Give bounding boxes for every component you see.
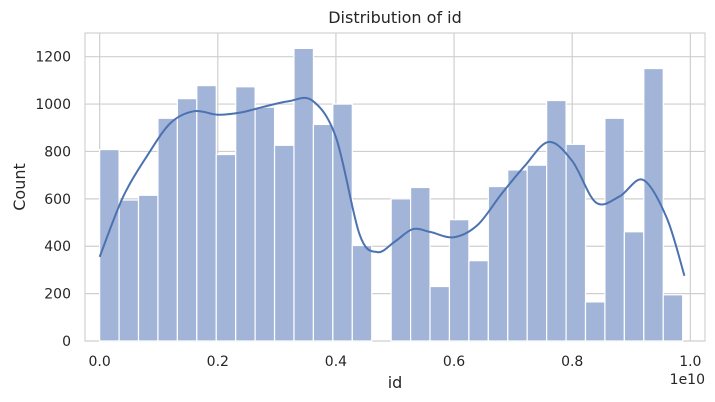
- histogram-bar: [546, 99, 567, 342]
- x-tick-label: 0.4: [325, 354, 347, 370]
- histogram-bar: [312, 123, 334, 342]
- bars: [99, 47, 684, 342]
- histogram-bar: [118, 199, 140, 342]
- histogram-bar: [176, 98, 198, 342]
- histogram-bar: [157, 117, 178, 342]
- x-tick-label: 0.6: [443, 354, 465, 370]
- histogram-bar: [332, 103, 353, 342]
- histogram-bar: [468, 260, 489, 342]
- histogram-bar: [351, 244, 373, 342]
- y-tick-label: 800: [44, 144, 71, 160]
- histogram-bar: [254, 106, 276, 342]
- y-tick-label: 200: [44, 287, 71, 303]
- histogram-bar: [623, 231, 645, 342]
- histogram-bar: [215, 153, 237, 342]
- x-tick-label: 1.0: [679, 354, 701, 370]
- histogram-bar: [235, 86, 256, 342]
- y-tick-label: 1000: [35, 97, 71, 113]
- histogram-bar: [409, 186, 431, 342]
- x-tick-labels: 0.0 0.2 0.4 0.6 0.8 1.0: [89, 354, 702, 370]
- histogram-bar: [99, 148, 120, 342]
- histogram-bar: [662, 294, 684, 342]
- kde-line: [98, 96, 686, 277]
- histogram-bar: [584, 301, 606, 342]
- histogram-bar: [565, 143, 587, 342]
- histogram-bar: [196, 84, 217, 342]
- histogram-bar: [390, 198, 412, 342]
- x-offset-label: 1e10: [670, 372, 705, 388]
- chart-title: Distribution of id: [328, 8, 462, 27]
- histogram-bar: [273, 144, 295, 342]
- x-tick-label: 0.8: [561, 354, 583, 370]
- histogram-bar: [507, 169, 528, 342]
- histogram-bar: [643, 67, 664, 342]
- y-axis-label: Count: [10, 163, 29, 211]
- histogram-bar: [293, 47, 315, 342]
- y-tick-label: 600: [44, 192, 71, 208]
- y-tick-label: 0: [62, 334, 71, 350]
- histogram-bar: [604, 117, 625, 342]
- x-tick-label: 0.0: [89, 354, 111, 370]
- x-axis-label: id: [388, 373, 403, 392]
- histogram-bar: [137, 194, 159, 342]
- y-tick-label: 400: [44, 239, 71, 255]
- histogram-bar: [429, 285, 451, 342]
- y-tick-label: 1200: [35, 50, 71, 66]
- y-tick-labels: 0 200 400 600 800 1000 1200: [35, 50, 71, 350]
- histogram-bar: [526, 164, 548, 342]
- x-tick-label: 0.2: [207, 354, 229, 370]
